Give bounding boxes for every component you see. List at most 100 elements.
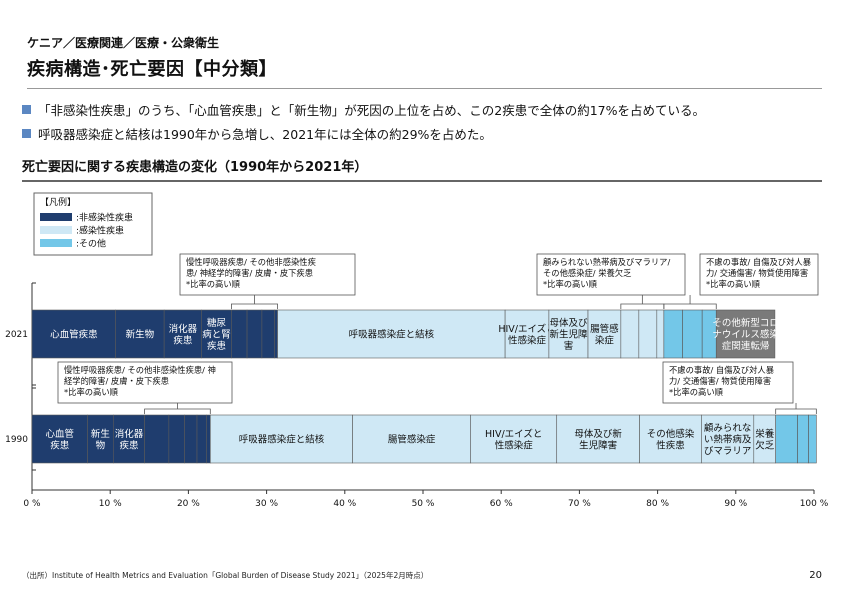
segment-label-line: 母体及び <box>549 317 588 329</box>
annotation-text: 顧みられない熱帯病及びマラリア/ <box>543 257 670 267</box>
x-tick-label: 0 % <box>23 499 41 509</box>
segment-label-line: 症関連転帰 <box>722 340 770 352</box>
bar-segment <box>638 309 658 359</box>
bar-segment <box>701 414 755 464</box>
segment-label: 糖尿病と腎疾患 <box>202 317 231 352</box>
legend-label: :感染性疾患 <box>76 225 124 237</box>
segment-label: 呼吸器感染症と結核 <box>349 329 435 341</box>
segment-label-line: 疾患 <box>119 439 138 451</box>
bar-segment <box>797 414 809 464</box>
bar-segment <box>587 309 622 359</box>
breadcrumb: ケニア／医療関連／医療・公衆衛生 <box>27 36 220 50</box>
bar-segment <box>548 309 589 359</box>
segment-label: 新生物 <box>91 428 111 452</box>
bar-segment <box>808 414 817 464</box>
annotation-text: *比率の高い順 <box>186 279 241 289</box>
annotation-bracket <box>231 303 278 309</box>
annotation-bracket <box>144 408 211 414</box>
x-tick-label: 50 % <box>412 499 435 509</box>
segment-label: 栄養欠乏 <box>755 428 775 452</box>
bar-segment <box>656 309 665 359</box>
segment-label-line: 顧みられな <box>704 422 752 434</box>
segment-label-line: ナウイルス感染 <box>712 329 779 341</box>
summary-text-1: 「非感染性疾患」のうち、「心血管疾患」と「新生物」が死因の上位を占め、この2疾患… <box>38 103 705 118</box>
annotation-text: 力/ 交通傷害/ 物質使用障害 <box>706 268 808 278</box>
legend-swatch <box>40 239 72 247</box>
segment-label-line: 新生 <box>91 428 111 440</box>
year-bracket <box>32 387 36 471</box>
category-label: 2021 <box>5 330 28 340</box>
bar-segment <box>715 309 776 359</box>
segment-label-line: 心血管 <box>46 428 75 440</box>
bar-segment <box>231 309 248 359</box>
segment-label-line: 性疾患 <box>656 439 685 451</box>
segment-label-line: い熱帯病及 <box>704 434 752 446</box>
legend-label: :非感染性疾患 <box>76 212 133 224</box>
annotation-box <box>662 361 794 404</box>
annotation-bracket <box>620 303 665 309</box>
bullet-square-icon <box>22 129 31 138</box>
summary-text-2: 呼吸器感染症と結核は1990年から急増し、2021年には全体の約29%を占めた。 <box>38 127 492 142</box>
bar-segment <box>206 414 211 464</box>
legend-label: :その他 <box>76 238 106 250</box>
annotation-bracket <box>663 303 717 309</box>
segment-label-line: 呼吸器感染症と結核 <box>349 329 435 341</box>
bar-segment <box>209 414 353 464</box>
segment-label: 消化器疾患 <box>115 428 144 452</box>
x-tick-label: 20 % <box>177 499 200 509</box>
x-tick-label: 30 % <box>255 499 278 509</box>
segment-label-line: 糖尿 <box>207 317 227 329</box>
segment-label-line: 性感染症 <box>495 439 534 451</box>
legend-swatch <box>40 213 72 221</box>
segment-label-line: 疾患 <box>207 340 226 352</box>
segment-label-line: 腸管感 <box>590 323 619 335</box>
bar-segment <box>113 414 145 464</box>
bar-segment <box>470 414 558 464</box>
disease-structure-chart: 【凡例】:非感染性疾患:感染性疾患:その他 0 % 10 % 20 % 30 % 40 %… <box>5 192 829 509</box>
legend-title: 【凡例】 <box>40 196 76 208</box>
segment-label-line: 呼吸器感染症と結核 <box>239 434 325 446</box>
segment-label-line: 病と腎 <box>202 329 231 341</box>
segment-label-line: HIV/エイズと <box>485 428 542 440</box>
x-tick-label: 10 % <box>99 499 122 509</box>
bar-segment <box>246 309 263 359</box>
segment-label-line: 腸管感染症 <box>388 434 436 446</box>
bar-segment <box>163 309 202 359</box>
annotation-text: 力/ 交通傷害/ 物質使用障害 <box>669 376 771 386</box>
annotation-text: 慢性呼吸器疾患/ その他非感染性疾患/ 神 <box>64 365 216 375</box>
segment-label: 消化器疾患 <box>169 323 198 347</box>
bar-segment <box>31 414 88 464</box>
annotation-box <box>536 253 686 296</box>
annotation-box <box>699 253 819 296</box>
x-tick-label: 40 % <box>333 499 356 509</box>
segment-label-line: その他新型コロ <box>712 317 779 329</box>
bar-segment <box>682 309 703 359</box>
annotation-text: 慢性呼吸器疾患/ その他非感染性疾 <box>186 257 316 267</box>
annotation-text: その他感染症/ 栄養欠乏 <box>543 268 632 278</box>
segment-label-line: 疾患 <box>50 439 69 451</box>
bar-segment <box>504 309 550 359</box>
annotation-text: *比率の高い順 <box>543 279 598 289</box>
x-tick-label: 70 % <box>568 499 591 509</box>
x-tick-label: 80 % <box>646 499 669 509</box>
section-divider <box>22 180 822 182</box>
bar-segment <box>274 309 278 359</box>
annotation-box <box>179 253 356 296</box>
segment-label-line: HIV/エイズと <box>498 323 555 335</box>
annotation-text: 不慮の事故/ 自傷及び対人暴 <box>706 257 812 267</box>
segment-label: 心血管疾患 <box>50 329 98 341</box>
segment-label-line: 欠乏 <box>755 439 775 451</box>
segment-label: 腸管感染症 <box>590 323 619 347</box>
x-tick-label: 100 % <box>800 499 829 509</box>
segment-label-line: 心血管疾患 <box>50 329 98 341</box>
bar-segment <box>663 309 683 359</box>
segment-label-line: 母体及び新 <box>574 428 622 440</box>
annotation-box <box>57 361 233 404</box>
segment-label: その他感染性疾患 <box>647 428 695 452</box>
bar-segment <box>201 309 232 359</box>
segment-label-line: 物 <box>96 439 106 451</box>
segment-label: 呼吸器感染症と結核 <box>239 434 325 446</box>
bar-segment <box>352 414 472 464</box>
title-divider <box>27 88 822 89</box>
page-number: 20 <box>809 570 822 581</box>
